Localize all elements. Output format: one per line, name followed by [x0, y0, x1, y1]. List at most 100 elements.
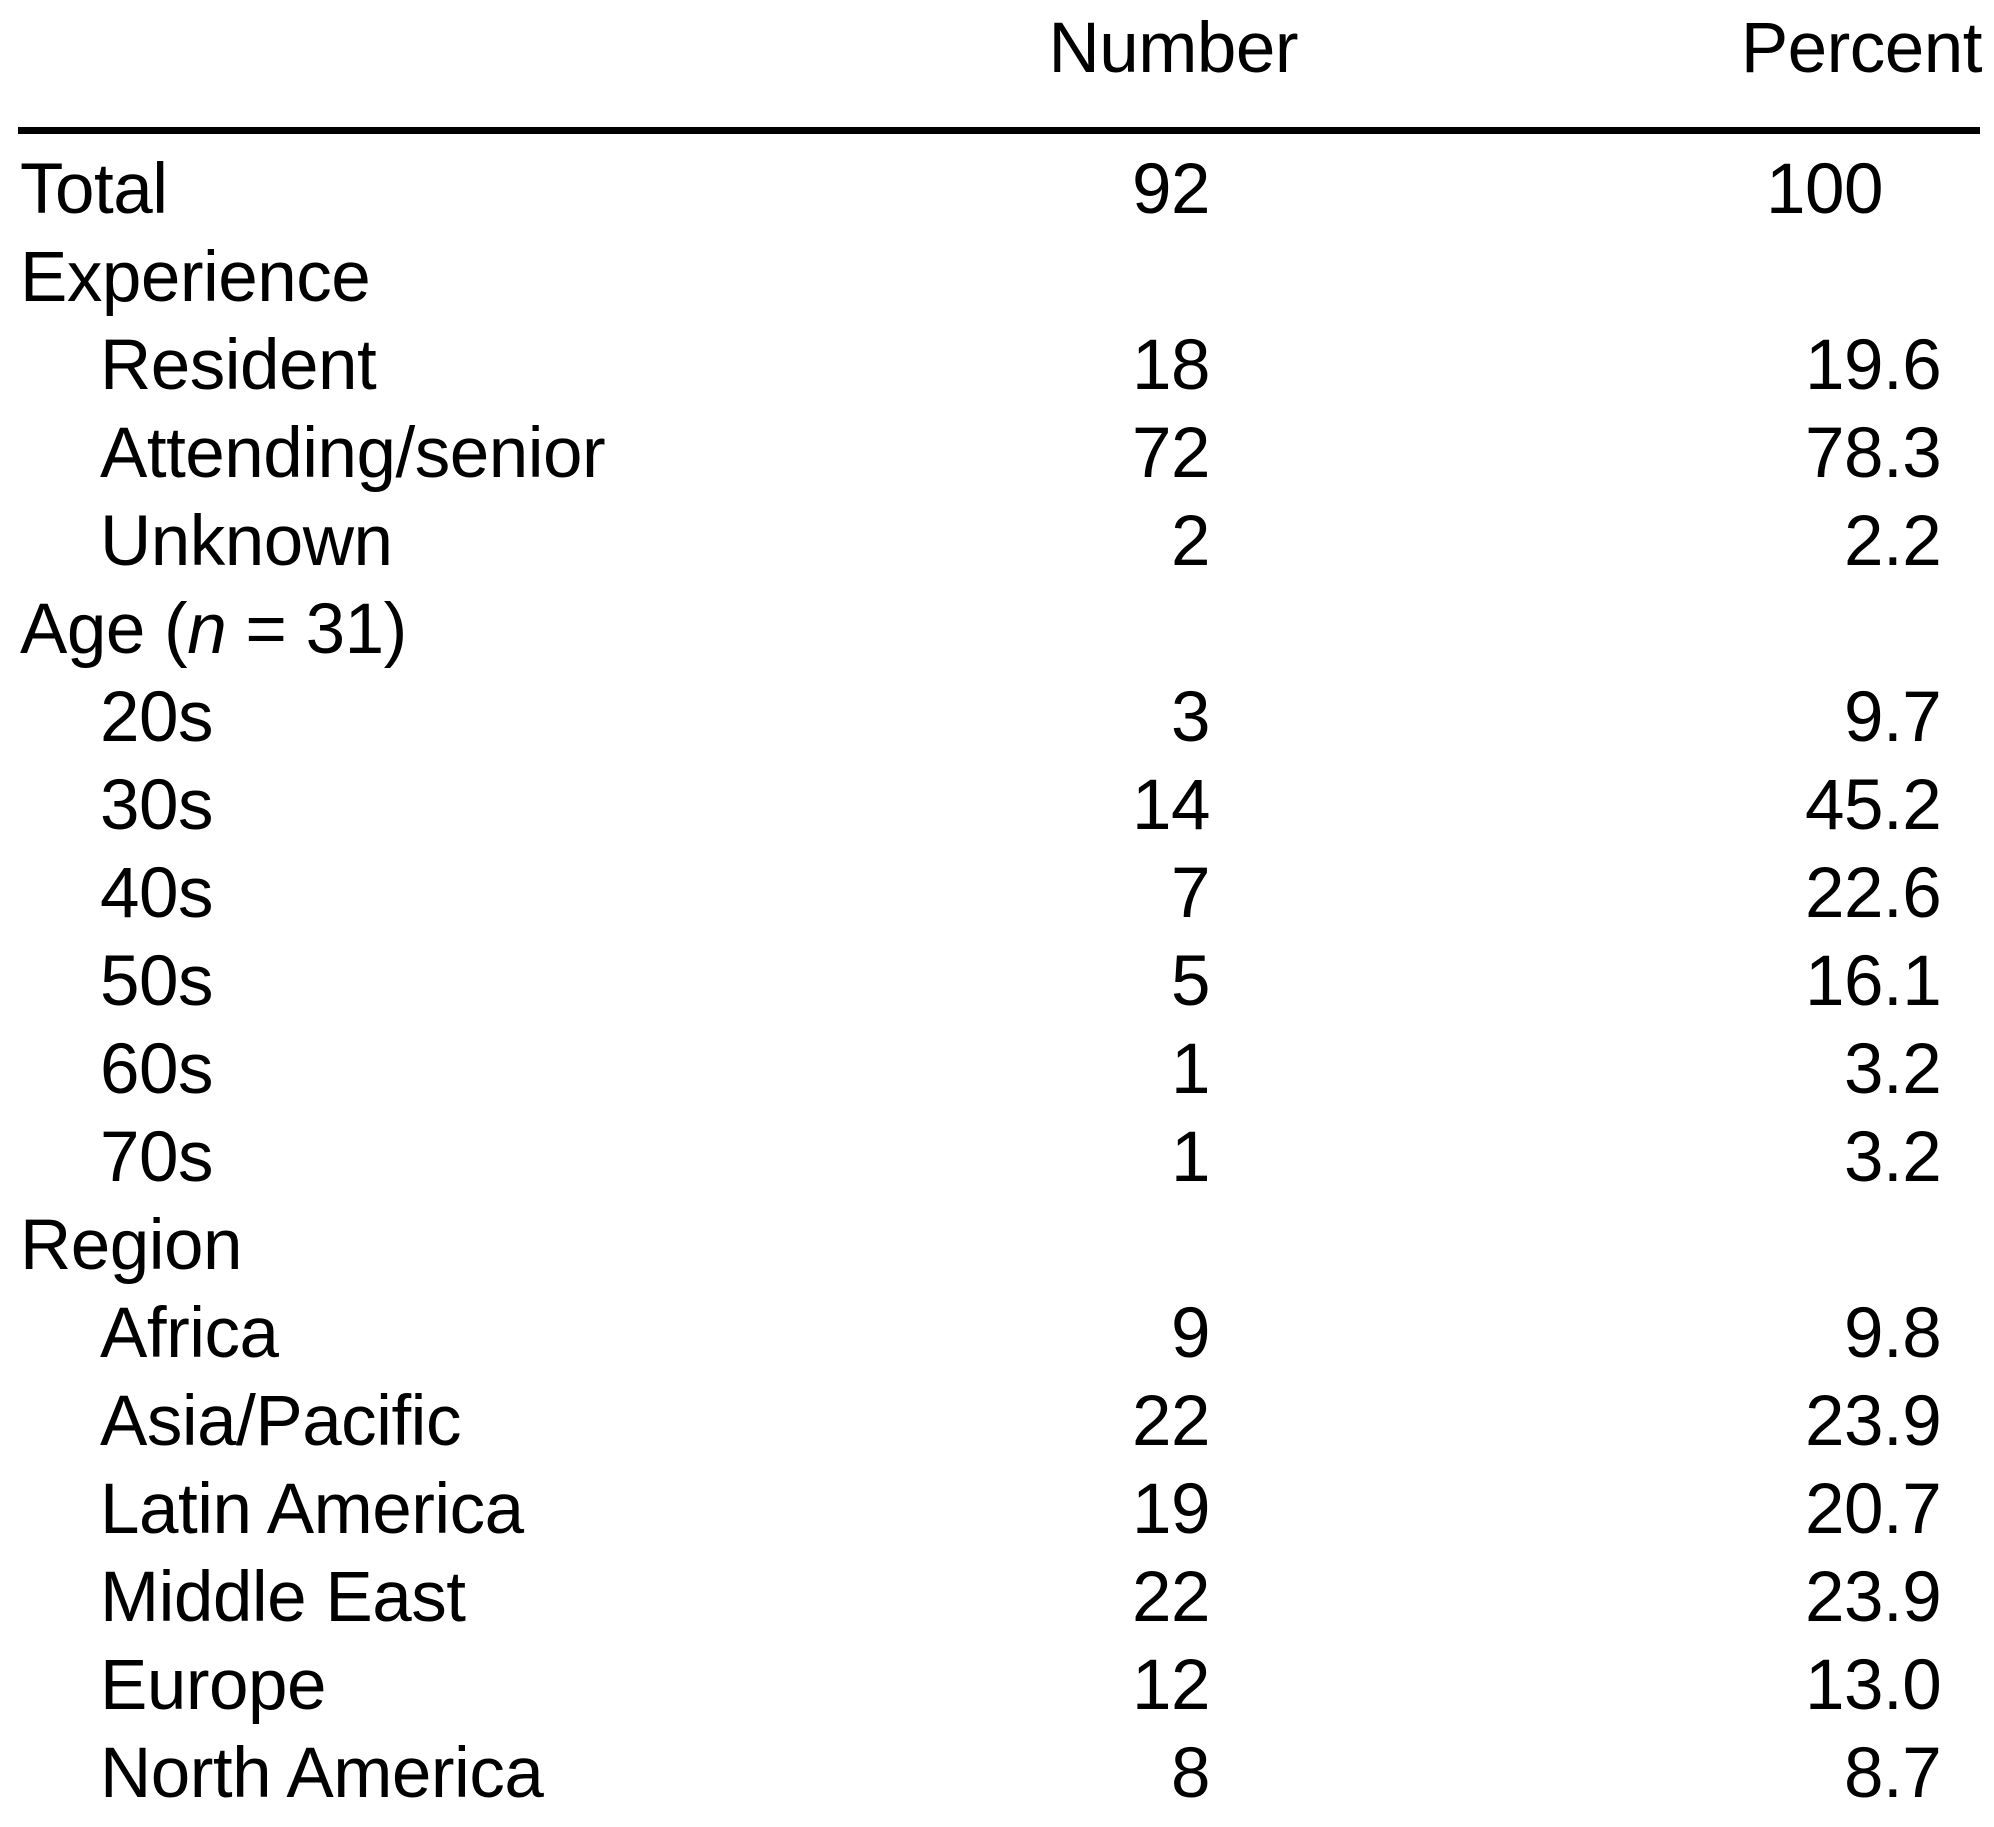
table-row: Experience: [0, 234, 1994, 322]
number-value: [900, 586, 1210, 674]
row-label: Asia/Pacific: [100, 1382, 461, 1461]
row-label: Unknown: [100, 502, 393, 581]
percent-decimal-part: .2: [1883, 502, 1942, 581]
table-row: Africa 9 9 .8: [0, 1290, 1994, 1378]
row-label: Total: [20, 150, 168, 229]
number-value: 5: [1171, 942, 1211, 1021]
number-value: 3: [1171, 678, 1211, 757]
percent-decimal-part: .2: [1883, 1030, 1942, 1109]
percent-decimal-part: .6: [1883, 326, 1942, 405]
percent-value: 13 .0: [1210, 1642, 1994, 1730]
row-label: Middle East: [100, 1558, 466, 1637]
percent-integer-part: 20: [1805, 1470, 1883, 1549]
percent-integer-part: 9: [1844, 678, 1884, 757]
number-value: 18: [1132, 326, 1210, 405]
number-value: 12: [1132, 1646, 1210, 1725]
percent-decimal-part: .9: [1883, 1382, 1942, 1461]
percent-integer-part: 45: [1805, 766, 1883, 845]
percent-integer-part: 78: [1805, 414, 1883, 493]
row-label: Age (n = 31): [20, 590, 407, 669]
percent-decimal-part: [1883, 1202, 1945, 1290]
table-row: 50s 5 16 .1: [0, 938, 1994, 1026]
percent-decimal-part: .7: [1883, 1734, 1942, 1813]
percent-integer-part: [1210, 586, 1883, 674]
percent-integer-part: 9: [1844, 1294, 1884, 1373]
number-value: [900, 1202, 1210, 1290]
percent-integer-part: 8: [1844, 1734, 1884, 1813]
percent-value: 9 .8: [1210, 1290, 1994, 1378]
row-label: Latin America: [100, 1470, 524, 1549]
table-row: North America 8 8 .7: [0, 1730, 1994, 1818]
row-label: 30s: [100, 766, 213, 845]
percent-decimal-part: .7: [1883, 1470, 1942, 1549]
table-row: 60s 1 3 .2: [0, 1026, 1994, 1114]
percent-decimal-part: .9: [1883, 1558, 1942, 1637]
table-row: 30s 14 45 .2: [0, 762, 1994, 850]
row-label: 40s: [100, 854, 213, 933]
row-label: Region: [20, 1206, 243, 1285]
percent-decimal-part: [1883, 586, 1945, 674]
table-row: Total 92 100: [0, 146, 1994, 234]
table-row: 20s 3 9 .7: [0, 674, 1994, 762]
row-label: 60s: [100, 1030, 213, 1109]
number-value: 22: [1132, 1558, 1210, 1637]
table-row: Resident 18 19 .6: [0, 322, 1994, 410]
percent-value: 100: [1210, 146, 1994, 234]
percent-value: 3 .2: [1210, 1026, 1994, 1114]
percent-decimal-part: .2: [1883, 1118, 1942, 1197]
percent-value: 9 .7: [1210, 674, 1994, 762]
table-row: Unknown 2 2 .2: [0, 498, 1994, 586]
row-label: Africa: [100, 1294, 279, 1373]
number-value: 1: [1171, 1030, 1211, 1109]
row-label: North America: [100, 1734, 544, 1813]
number-value: 14: [1132, 766, 1210, 845]
header-blank-cell: [0, 10, 900, 88]
table-row: Europe 12 13 .0: [0, 1642, 1994, 1730]
percent-value: 78 .3: [1210, 410, 1994, 498]
header-number: Number: [1048, 9, 1298, 88]
percent-decimal-part: .8: [1883, 1294, 1942, 1373]
percent-integer-part: 3: [1844, 1030, 1884, 1109]
percent-integer-part: 23: [1805, 1558, 1883, 1637]
row-label: Experience: [20, 238, 371, 317]
number-value: 1: [1171, 1118, 1211, 1197]
header-percent: Percent: [1740, 9, 1983, 88]
row-label: 20s: [100, 678, 213, 757]
table-row: Age (n = 31): [0, 586, 1994, 674]
percent-integer-part: 23: [1805, 1382, 1883, 1461]
header-rule: [18, 127, 1980, 134]
number-value: 2: [1171, 502, 1211, 581]
table-row: Attending/senior 72 78 .3: [0, 410, 1994, 498]
percent-value: 19 .6: [1210, 322, 1994, 410]
percent-value: [1210, 234, 1994, 322]
percent-decimal-part: [1883, 146, 1945, 234]
row-label: Attending/senior: [100, 414, 606, 493]
percent-decimal-part: .0: [1883, 1646, 1942, 1725]
percent-value: 8 .7: [1210, 1730, 1994, 1818]
table-row: 70s 1 3 .2: [0, 1114, 1994, 1202]
percent-integer-part: 16: [1805, 942, 1883, 1021]
number-value: 8: [1171, 1734, 1211, 1813]
percent-value: 22 .6: [1210, 850, 1994, 938]
number-value: 7: [1171, 854, 1211, 933]
percent-decimal-part: .2: [1883, 766, 1942, 845]
percent-value: [1210, 586, 1994, 674]
percent-value: [1210, 1202, 1994, 1290]
percent-decimal-part: .1: [1883, 942, 1942, 1021]
table-row: Region: [0, 1202, 1994, 1290]
percent-decimal-part: .3: [1883, 414, 1942, 493]
percent-integer-part: 13: [1805, 1646, 1883, 1725]
percent-decimal-part: [1883, 234, 1945, 322]
table-row: Latin America 19 20 .7: [0, 1466, 1994, 1554]
table-row: Asia/Pacific 22 23 .9: [0, 1378, 1994, 1466]
table-body: Total 92 100 Experience Resident 18 19 .…: [0, 134, 1994, 1818]
row-label: 70s: [100, 1118, 213, 1197]
percent-integer-part: 22: [1805, 854, 1883, 933]
percent-integer-part: [1210, 234, 1883, 322]
percent-integer-part: 100: [1766, 150, 1883, 229]
percent-integer-part: [1210, 1202, 1883, 1290]
number-value: 92: [1132, 150, 1210, 229]
number-value: 22: [1132, 1382, 1210, 1461]
percent-integer-part: 19: [1805, 326, 1883, 405]
percent-value: 16 .1: [1210, 938, 1994, 1026]
